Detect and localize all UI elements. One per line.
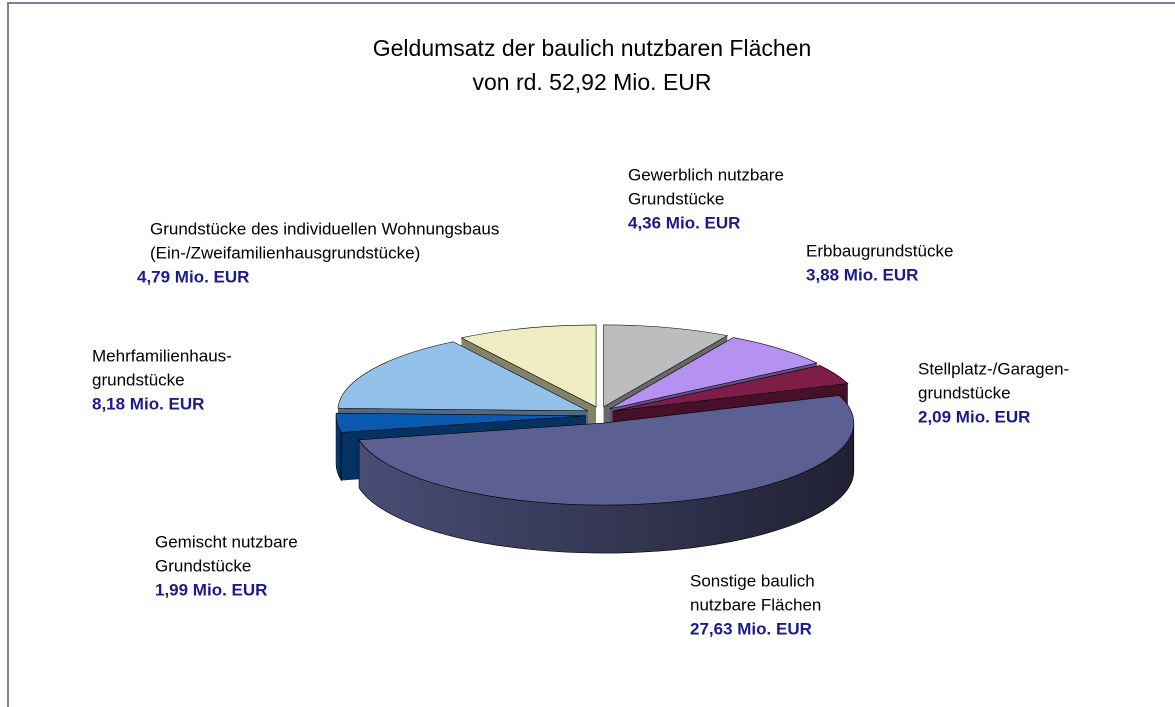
slice-label: Gemischt nutzbare bbox=[155, 532, 298, 551]
slice bbox=[337, 341, 588, 412]
value-label: 2,09 Mio. EUR bbox=[918, 407, 1030, 426]
slice-label: grundstücke bbox=[918, 383, 1011, 402]
slice bbox=[609, 337, 818, 410]
pie-tops bbox=[335, 324, 855, 506]
slice-label: Grundstücke bbox=[628, 189, 724, 208]
value-label: 4,36 Mio. EUR bbox=[628, 213, 740, 232]
slice-label: Stellplatz-/Garagen- bbox=[918, 359, 1069, 378]
slice-label: Grundstücke des individuellen Wohnungsba… bbox=[150, 219, 499, 238]
slice-label: Sonstige baulich bbox=[690, 571, 815, 590]
chart-subtitle: von rd. 52,92 Mio. EUR bbox=[472, 69, 711, 95]
slice-label: Grundstücke bbox=[155, 556, 251, 575]
frame bbox=[7, 2, 1175, 707]
slice bbox=[603, 324, 729, 408]
slice-label: grundstücke bbox=[92, 370, 185, 389]
value-label: 27,63 Mio. EUR bbox=[690, 619, 812, 638]
slice bbox=[612, 365, 849, 412]
slice bbox=[460, 324, 597, 408]
value-label: 8,18 Mio. EUR bbox=[92, 394, 204, 413]
slice-label: Mehrfamilienhaus- bbox=[92, 346, 232, 365]
value-label: 4,79 Mio. EUR bbox=[137, 267, 249, 286]
chart-title: Geldumsatz der baulich nutzbaren Flächen bbox=[373, 35, 812, 61]
slice-label: Erbbaugrundstücke bbox=[806, 241, 953, 260]
slice bbox=[335, 412, 587, 433]
slice-label: nutzbare Flächen bbox=[690, 595, 821, 614]
value-label: 1,99 Mio. EUR bbox=[155, 580, 267, 599]
slice-label: (Ein-/Zweifamilienhausgrundstücke) bbox=[150, 243, 420, 262]
slice-label: Gewerblich nutzbare bbox=[628, 165, 784, 184]
value-label: 3,88 Mio. EUR bbox=[806, 265, 918, 284]
slice bbox=[358, 395, 855, 506]
